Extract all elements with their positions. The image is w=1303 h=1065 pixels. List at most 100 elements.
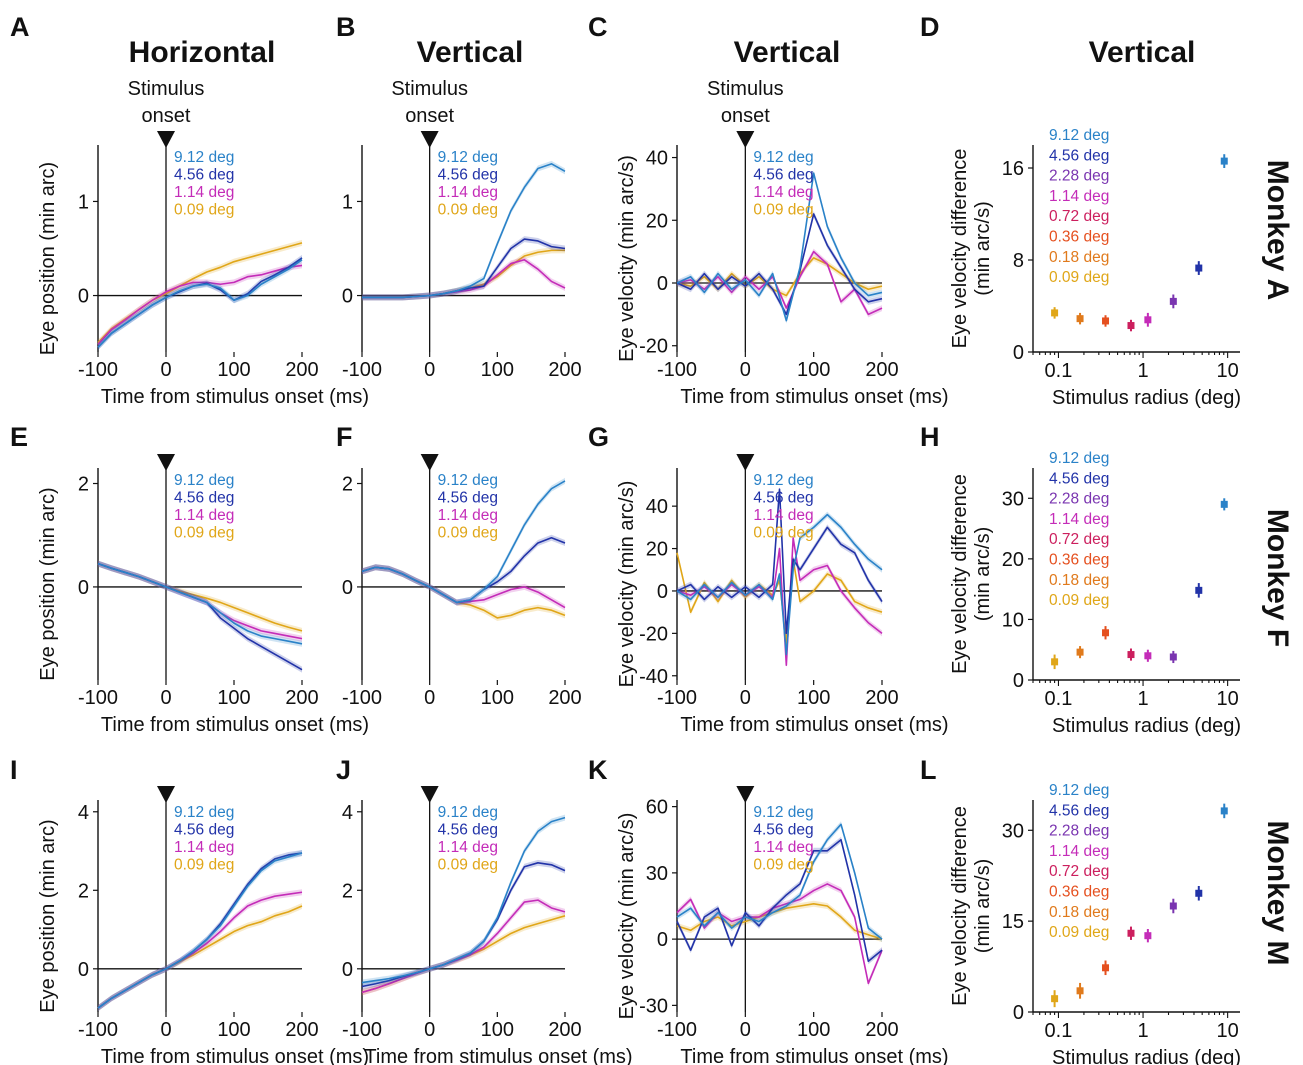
x-tick-label: 10	[1217, 360, 1239, 382]
series-line-9-12-deg	[361, 480, 566, 604]
y-tick-label: 0	[1013, 670, 1024, 692]
y-axis-label: Eye velocity difference	[949, 806, 971, 1006]
y-tick-label: 2	[78, 880, 89, 902]
data-point-9-12-deg	[1220, 500, 1228, 508]
legend-item-9-12-deg: 9.12 deg	[1049, 782, 1109, 799]
series-band-9-12-deg	[98, 850, 302, 1012]
x-tick-label: -100	[342, 1019, 382, 1041]
y-axis-label-unit: (min arc/s)	[972, 201, 994, 295]
x-tick-label: -100	[342, 359, 382, 381]
legend-item-1-14-deg: 1.14 deg	[753, 184, 813, 201]
series-band-1-14-deg	[98, 889, 302, 1012]
data-point-0-09-deg	[1051, 309, 1059, 317]
y-tick-label: 0	[342, 959, 353, 981]
y-tick-label: 0	[78, 577, 89, 599]
panel-label-l: L	[920, 755, 937, 785]
row-title-monkey-a: Monkey A	[1261, 160, 1294, 301]
stimulus-label: Stimulus	[391, 78, 468, 100]
series-line-4-56-deg	[97, 852, 303, 1009]
data-point-0-72-deg	[1127, 651, 1135, 659]
y-axis-label-unit: (min arc/s)	[972, 859, 994, 953]
x-axis-label: Stimulus radius (deg)	[1052, 715, 1241, 737]
stimulus-onset-marker	[420, 786, 439, 803]
legend-item-0-09-deg: 0.09 deg	[174, 857, 234, 874]
y-axis-label: Eye velocity difference	[949, 474, 971, 674]
panel-d: D 0 8 16 0.1 1 10 9.12 deg 4.56 deg 2.28 deg 1.14 …	[920, 12, 1241, 409]
x-tick-label: 100	[481, 687, 514, 709]
legend-item-0-09-deg: 0.09 deg	[174, 202, 234, 219]
legend-item-9-12-deg: 9.12 deg	[174, 472, 234, 489]
x-tick-label: 1	[1137, 1020, 1148, 1042]
panel-label-k: K	[588, 755, 608, 785]
x-tick-label: 200	[865, 687, 898, 709]
x-tick-label: 200	[548, 1019, 581, 1041]
legend-item-1-14-deg: 1.14 deg	[438, 839, 498, 856]
x-tick-label: 10	[1217, 688, 1239, 710]
panel-label-i: I	[10, 755, 18, 785]
x-tick-label: 0	[424, 1019, 435, 1041]
column-title-vertical-summary: Vertical	[1089, 36, 1196, 69]
legend-item-0-18-deg: 0.18 deg	[1049, 572, 1109, 589]
x-tick-label: 0	[424, 359, 435, 381]
data-point-0-72-deg	[1127, 322, 1135, 330]
panel-label-j: J	[336, 755, 351, 785]
x-tick-label: -100	[78, 687, 118, 709]
y-tick-label: 4	[342, 802, 353, 824]
onset-label: onset	[405, 105, 454, 127]
legend-item-1-14-deg: 1.14 deg	[174, 507, 234, 524]
legend-item-9-12-deg: 9.12 deg	[438, 149, 498, 166]
y-tick-label: 30	[646, 863, 668, 885]
data-point-0-18-deg	[1076, 648, 1084, 656]
x-tick-label: -100	[657, 687, 697, 709]
data-point-9-12-deg	[1220, 807, 1228, 815]
x-axis-label: Stimulus radius (deg)	[1052, 387, 1241, 409]
data-point-9-12-deg	[1220, 157, 1228, 165]
y-axis-label: Eye position (min arc)	[37, 162, 59, 355]
x-tick-label: -100	[342, 687, 382, 709]
data-point-2-28-deg	[1169, 902, 1177, 910]
legend-item-1-14-deg: 1.14 deg	[438, 184, 498, 201]
data-point-4-56-deg	[1195, 889, 1203, 897]
series-line-1-14-deg	[361, 899, 566, 994]
y-axis-label: Eye velocity (min arc/s)	[616, 481, 638, 688]
stimulus-onset-marker	[157, 454, 175, 471]
y-tick-label: 20	[646, 539, 668, 561]
x-tick-label: 200	[865, 1019, 898, 1041]
y-tick-label: 0	[657, 929, 668, 951]
y-tick-label: 0	[342, 577, 353, 599]
stimulus-onset-marker	[420, 131, 439, 148]
x-axis-label: Time from stimulus onset (ms)	[680, 714, 948, 736]
y-tick-label: 1	[342, 191, 353, 213]
data-point-0-18-deg	[1076, 987, 1084, 995]
legend-item-0-36-deg: 0.36 deg	[1049, 884, 1109, 901]
series-line-9-12-deg	[97, 259, 303, 348]
data-point-4-56-deg	[1195, 586, 1203, 594]
series-band-1-14-deg	[677, 880, 882, 987]
series-band-0-09-deg	[98, 239, 302, 346]
legend-item-9-12-deg: 9.12 deg	[1049, 450, 1109, 467]
series-line-1-14-deg	[97, 264, 303, 346]
data-point-0-72-deg	[1127, 929, 1135, 937]
y-tick-label: 40	[646, 496, 668, 518]
y-tick-label: 16	[1002, 158, 1024, 180]
legend-item-9-12-deg: 9.12 deg	[438, 804, 498, 821]
x-tick-label: 0.1	[1045, 360, 1073, 382]
onset-label: onset	[142, 105, 191, 127]
x-tick-label: 100	[217, 687, 250, 709]
x-tick-label: 100	[481, 1019, 514, 1041]
y-axis-label: Eye velocity (min arc/s)	[616, 813, 638, 1020]
x-tick-label: -100	[657, 1019, 697, 1041]
panel-label-b: B	[336, 12, 356, 42]
legend-item-9-12-deg: 9.12 deg	[438, 472, 498, 489]
x-tick-label: 100	[797, 687, 830, 709]
y-tick-label: 15	[1002, 911, 1024, 933]
data-point-1-14-deg	[1144, 932, 1152, 940]
x-tick-label: 200	[548, 359, 581, 381]
series-line-4-56-deg	[676, 488, 883, 635]
y-tick-label: 8	[1013, 250, 1024, 272]
panel-label-g: G	[588, 422, 609, 452]
